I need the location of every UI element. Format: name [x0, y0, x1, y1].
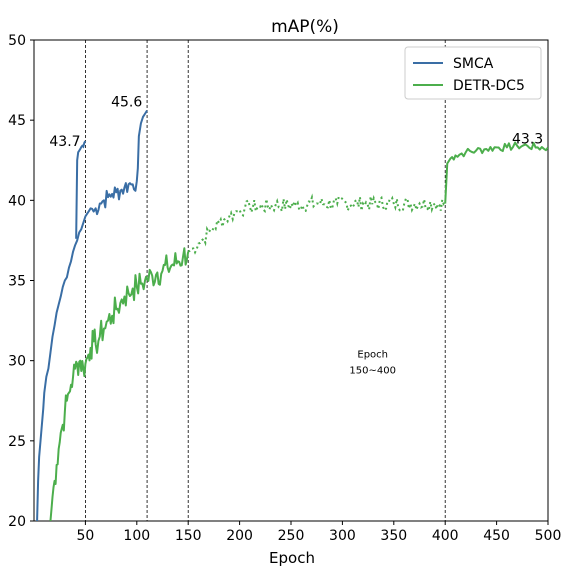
y-tick-label-25: 25: [8, 434, 26, 450]
x-tick-label-400: 400: [432, 528, 459, 544]
y-tick-label-45: 45: [8, 113, 26, 129]
series-detr-final: [444, 141, 548, 204]
series-detr-dotted: [187, 193, 446, 255]
chart-title: mAP(%): [271, 17, 339, 37]
x-tick-label-150: 150: [175, 528, 202, 544]
annotation-43-3: 43.3: [512, 131, 543, 147]
x-axis-label: Epoch: [269, 549, 315, 567]
series-smca-branch: [75, 140, 87, 239]
series-detr-line: [49, 247, 190, 521]
annotation-45-6: 45.6: [111, 95, 142, 111]
x-tick-label-450: 450: [483, 528, 510, 544]
plot-area: 20 25 30 35 40 45 50 50 100 150 200 250 300 350 400 450…: [8, 33, 561, 544]
x-tick-label-350: 350: [380, 528, 407, 544]
y-tick-label-20: 20: [8, 514, 26, 530]
y-tick-label-40: 40: [8, 193, 26, 209]
annotation-epoch-range: 150~400: [349, 365, 396, 376]
x-tick-label-300: 300: [329, 528, 356, 544]
y-tick-label-35: 35: [8, 274, 26, 290]
y-tick-label-50: 50: [8, 33, 26, 49]
series-group: [36, 110, 548, 521]
x-tick-label-200: 200: [226, 528, 253, 544]
y-tick-label-30: 30: [8, 354, 26, 370]
x-tick-label-250: 250: [278, 528, 305, 544]
x-tick-label-500: 500: [535, 528, 562, 544]
x-tick-label-100: 100: [123, 528, 150, 544]
legend-label-1: DETR-DC5: [453, 78, 525, 94]
annotation-43-7: 43.7: [49, 134, 80, 150]
legend: SMCA DETR-DC5: [404, 46, 542, 100]
legend-label-0: SMCA: [453, 56, 494, 72]
x-tick-label-50: 50: [76, 528, 94, 544]
annotation-epoch: Epoch: [357, 349, 388, 360]
series-smca-line: [36, 110, 148, 521]
